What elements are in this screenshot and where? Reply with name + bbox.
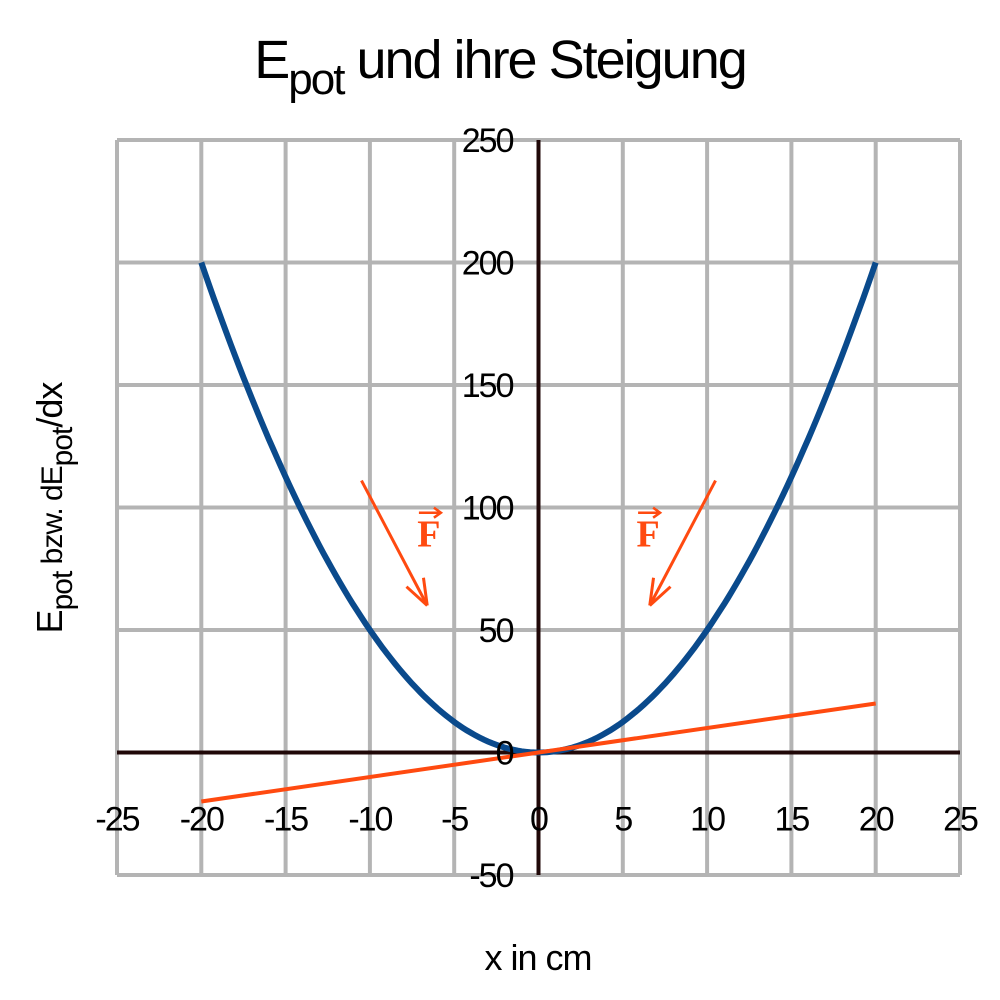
force-arrowhead-1 — [648, 585, 672, 607]
x-tick-label: -10 — [348, 801, 392, 839]
force-arrow-0 — [360, 479, 429, 607]
force-arrow-1 — [648, 479, 717, 607]
vector-arrow-icon — [433, 506, 444, 519]
y-tick-label: 100 — [462, 490, 514, 528]
force-arrowhead-0 — [405, 585, 429, 607]
y-tick-label: 250 — [462, 122, 514, 160]
title-main: E — [254, 30, 288, 90]
x-tick-label: 15 — [774, 801, 809, 839]
x-tick-label: -25 — [95, 801, 139, 839]
x-tick-label: 0 — [530, 801, 548, 839]
ylabel-c: /dx — [29, 382, 70, 428]
force-label-0: F — [417, 514, 440, 556]
x-tick-label: -15 — [264, 801, 308, 839]
y-axis-label: Epot bzw. dEpot/dx — [29, 382, 79, 634]
ylabel-b: bzw. dE — [36, 466, 69, 571]
ylabel-b-sub: pot — [46, 426, 79, 466]
y-tick-label: 0 — [496, 735, 514, 773]
x-tick-label: 20 — [859, 801, 894, 839]
vector-arrow-icon — [652, 506, 663, 519]
series-slope-line — [201, 701, 876, 804]
x-tick-label: 5 — [614, 801, 632, 839]
force-label-1: F — [636, 514, 659, 556]
x-tick-label: -5 — [441, 801, 468, 839]
y-tick-label: 150 — [462, 367, 514, 405]
series — [198, 261, 879, 804]
y-tick-label: -50 — [469, 857, 513, 895]
y-tick-label: 200 — [462, 245, 514, 283]
x-tick-label: 10 — [690, 801, 725, 839]
title-sub: pot — [288, 55, 345, 104]
x-tick-label: -20 — [180, 801, 224, 839]
x-axis-label: x in cm — [484, 937, 591, 978]
ylabel-a-sub: pot — [46, 570, 79, 610]
force-arrowhead-0 — [421, 577, 429, 606]
ylabel-a: E — [29, 610, 70, 633]
chart-title: Epot und ihre Steigung — [254, 30, 746, 104]
y-tick-label: 50 — [479, 612, 514, 650]
x-tick-label: 25 — [943, 801, 978, 839]
title-rest: und ihre Steigung — [343, 30, 745, 90]
tick-labels: -25 -20 -15 -10 -5 0 5 10 15 20 25-500501001502002… — [95, 122, 980, 895]
force-arrowhead-1 — [648, 577, 656, 606]
